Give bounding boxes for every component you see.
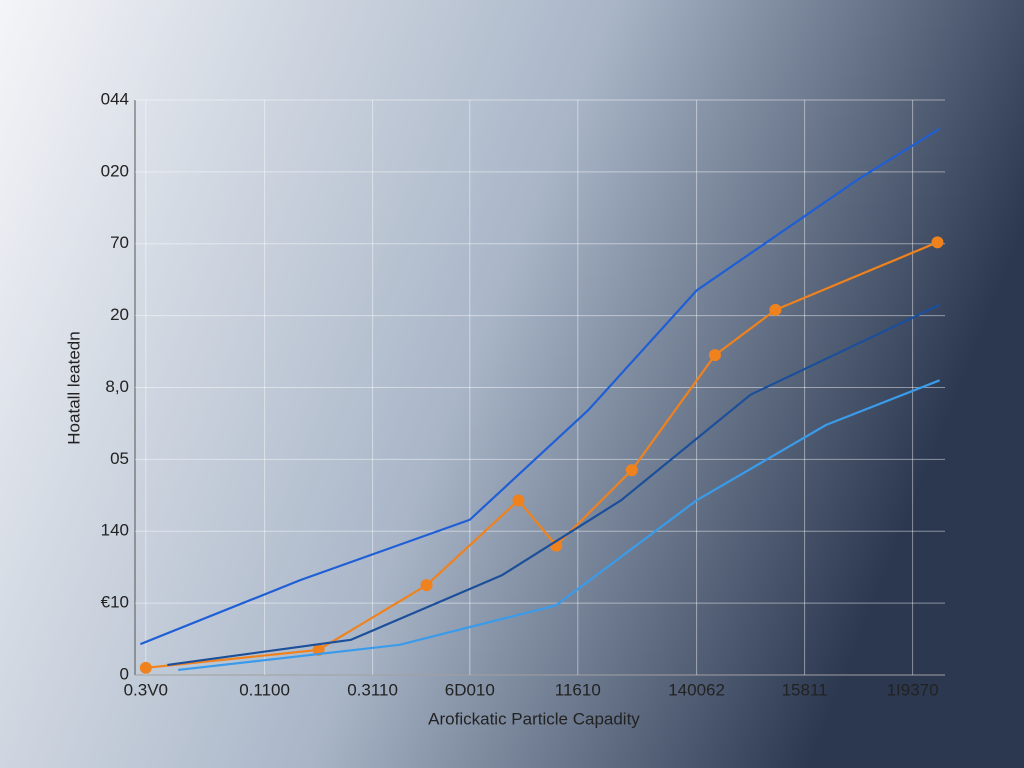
series-line xyxy=(167,303,941,667)
series-line xyxy=(178,379,941,672)
y-tick-label: 044 xyxy=(101,89,129,108)
x-tick-label: 140062 xyxy=(668,680,725,699)
x-tick-label: 6D010 xyxy=(445,680,495,699)
data-point xyxy=(931,236,944,249)
data-point xyxy=(708,349,721,362)
data-point xyxy=(769,303,782,316)
x-tick-label: 0.3V0 xyxy=(124,680,168,699)
data-point xyxy=(139,661,152,674)
x-tick-label: 0.3110 xyxy=(347,680,398,699)
y-tick-label: 020 xyxy=(101,161,129,180)
y-tick-label: 20 xyxy=(110,305,129,324)
x-tick-label: 0.1100 xyxy=(239,680,290,699)
y-tick-label: 140 xyxy=(101,521,129,540)
x-tick-label: 1I9370 xyxy=(887,680,939,699)
y-tick-label: €10 xyxy=(101,593,129,612)
data-point xyxy=(512,494,525,507)
x-tick-label: 11610 xyxy=(555,680,601,699)
y-tick-label: 0 xyxy=(120,664,129,683)
y-tick-label: 05 xyxy=(110,449,129,468)
y-tick-label: 8,0 xyxy=(105,377,129,396)
data-point xyxy=(625,464,638,477)
series-line xyxy=(139,127,941,646)
x-axis-label: Arofickatic Particle Capadity xyxy=(428,709,640,728)
data-point xyxy=(420,579,433,592)
y-tick-label: 70 xyxy=(110,233,129,252)
x-tick-label: 15811 xyxy=(782,680,828,699)
y-axis-label: Hoatall leatedn xyxy=(64,331,83,444)
